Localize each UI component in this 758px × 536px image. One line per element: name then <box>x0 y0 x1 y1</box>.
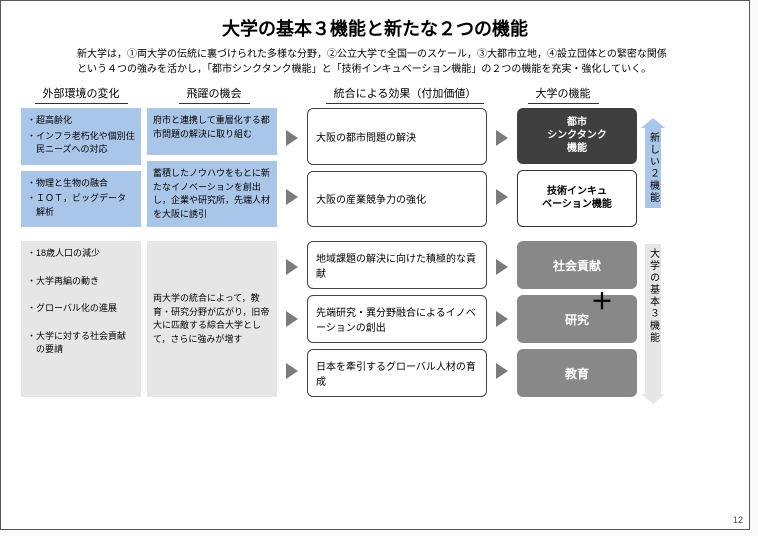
column-headers: 外部環境の変化 飛躍の機会 統合による効果（付加価値） 大学の機能 <box>17 85 733 108</box>
env-item: 大学再編の動き <box>27 275 135 289</box>
bottom-env-col: 18歳人口の減少 大学再編の動き グローバル化の進展 大学に対する社会貢献の要請 <box>21 241 141 397</box>
arrow-right-icon <box>286 130 298 146</box>
page-number: 12 <box>733 515 743 525</box>
arrow-down-icon: 大学の基本３機能 <box>645 244 661 394</box>
env-item: グローバル化の進展 <box>27 302 135 316</box>
env-item: 物理と生物の融合 <box>27 177 135 191</box>
arrow-right-icon <box>286 259 298 275</box>
func-box-dark: 都市 シンクタンク 機能 <box>517 108 637 164</box>
env-item: 超高齢化 <box>27 114 135 128</box>
bottom-func-col: 社会貢献 研究 教育 <box>517 241 637 397</box>
top-opp-col: 府市と連携して重層化する都市問題の解決に取り組む 蓄積したノウハウをもとに新たな… <box>147 108 277 227</box>
env-box: 18歳人口の減少 大学再編の動き グローバル化の進展 大学に対する社会貢献の要請 <box>21 241 141 397</box>
env-box: 超高齢化 インフラ老朽化や個別住民ニーズへの対応 <box>21 108 141 165</box>
arrow-label: 大学の基本３機能 <box>646 244 661 348</box>
env-item: ＩＯＴ，ビッグデータ解析 <box>27 192 135 219</box>
opp-box: 府市と連携して重層化する都市問題の解決に取り組む <box>147 108 277 155</box>
arrow-right-icon <box>496 189 508 205</box>
arrow-right-icon <box>286 311 298 327</box>
arrow-right-icon <box>496 363 508 379</box>
effect-box: 地域課題の解決に向けた積極的な貢献 <box>307 241 487 289</box>
bottom-opp-col: 両大学の統合によって，教育・研究分野が広がり，旧帝大に匹敵する綜合大学として，さ… <box>147 241 277 397</box>
effect-box: 大阪の都市問題の解決 <box>307 108 487 165</box>
env-item: インフラ老朽化や個別住民ニーズへの対応 <box>27 130 135 157</box>
header-func: 大学の機能 <box>528 85 599 104</box>
bottom-right-arrow-col: 大学の基本３機能 <box>643 241 663 397</box>
arrow-col <box>283 108 301 227</box>
bottom-section: 18歳人口の減少 大学再編の動き グローバル化の進展 大学に対する社会貢献の要請… <box>17 241 733 397</box>
arrow-right-icon <box>496 130 508 146</box>
top-effect-col: 大阪の都市問題の解決 大阪の産業競争力の強化 <box>307 108 487 227</box>
env-item: 18歳人口の減少 <box>27 247 135 261</box>
effect-box: 大阪の産業競争力の強化 <box>307 171 487 228</box>
slide-intro: 新大学は，①両大学の伝統に裏づけられた多様な分野，②公立大学で全国一のスケール，… <box>17 47 733 85</box>
opp-box: 蓄積したノウハウをもとに新たなイノベーションを創出し，企業や研究所，先端人材を大… <box>147 161 277 227</box>
arrow-right-icon <box>496 259 508 275</box>
arrow-right-icon <box>286 363 298 379</box>
top-func-col: 都市 シンクタンク 機能 技術インキュ ベーション機能 <box>517 108 637 227</box>
arrow-label: 新しい２機能 <box>646 128 661 208</box>
effect-box: 日本を牽引するグローバル人材の育成 <box>307 349 487 397</box>
arrow-col <box>493 108 511 227</box>
bottom-effect-col: 地域課題の解決に向けた積極的な貢献 先端研究・異分野融合によるイノベーションの創… <box>307 241 487 397</box>
opp-box: 両大学の統合によって，教育・研究分野が広がり，旧帝大に匹敵する綜合大学として，さ… <box>147 241 277 397</box>
arrow-right-icon <box>496 311 508 327</box>
arrow-right-icon <box>286 189 298 205</box>
header-effect: 統合による効果（付加価値） <box>326 85 485 104</box>
header-opp: 飛躍の機会 <box>179 85 250 104</box>
func-box-gray: 研究 <box>517 295 637 343</box>
env-box: 物理と生物の融合 ＩＯＴ，ビッグデータ解析 <box>21 171 141 228</box>
arrow-up-icon: 新しい２機能 <box>645 128 661 208</box>
top-right-arrow-col: 新しい２機能 <box>643 108 663 227</box>
top-section: 超高齢化 インフラ老朽化や個別住民ニーズへの対応 物理と生物の融合 ＩＯＴ，ビッ… <box>17 108 733 227</box>
top-env-col: 超高齢化 インフラ老朽化や個別住民ニーズへの対応 物理と生物の融合 ＩＯＴ，ビッ… <box>21 108 141 227</box>
slide-frame: 大学の基本３機能と新たな２つの機能 新大学は，①両大学の伝統に裏づけられた多様な… <box>0 0 750 530</box>
plus-icon: ＋ <box>591 284 613 316</box>
arrow-col <box>493 241 511 397</box>
header-env: 外部環境の変化 <box>35 85 128 104</box>
func-box-gray: 教育 <box>517 349 637 397</box>
effect-box: 先端研究・異分野融合によるイノベーションの創出 <box>307 295 487 343</box>
env-item: 大学に対する社会貢献の要請 <box>27 330 135 357</box>
func-box-gray: 社会貢献 <box>517 241 637 289</box>
func-box-outline: 技術インキュ ベーション機能 <box>517 170 637 228</box>
arrow-col <box>283 241 301 397</box>
slide-title: 大学の基本３機能と新たな２つの機能 <box>17 15 733 41</box>
